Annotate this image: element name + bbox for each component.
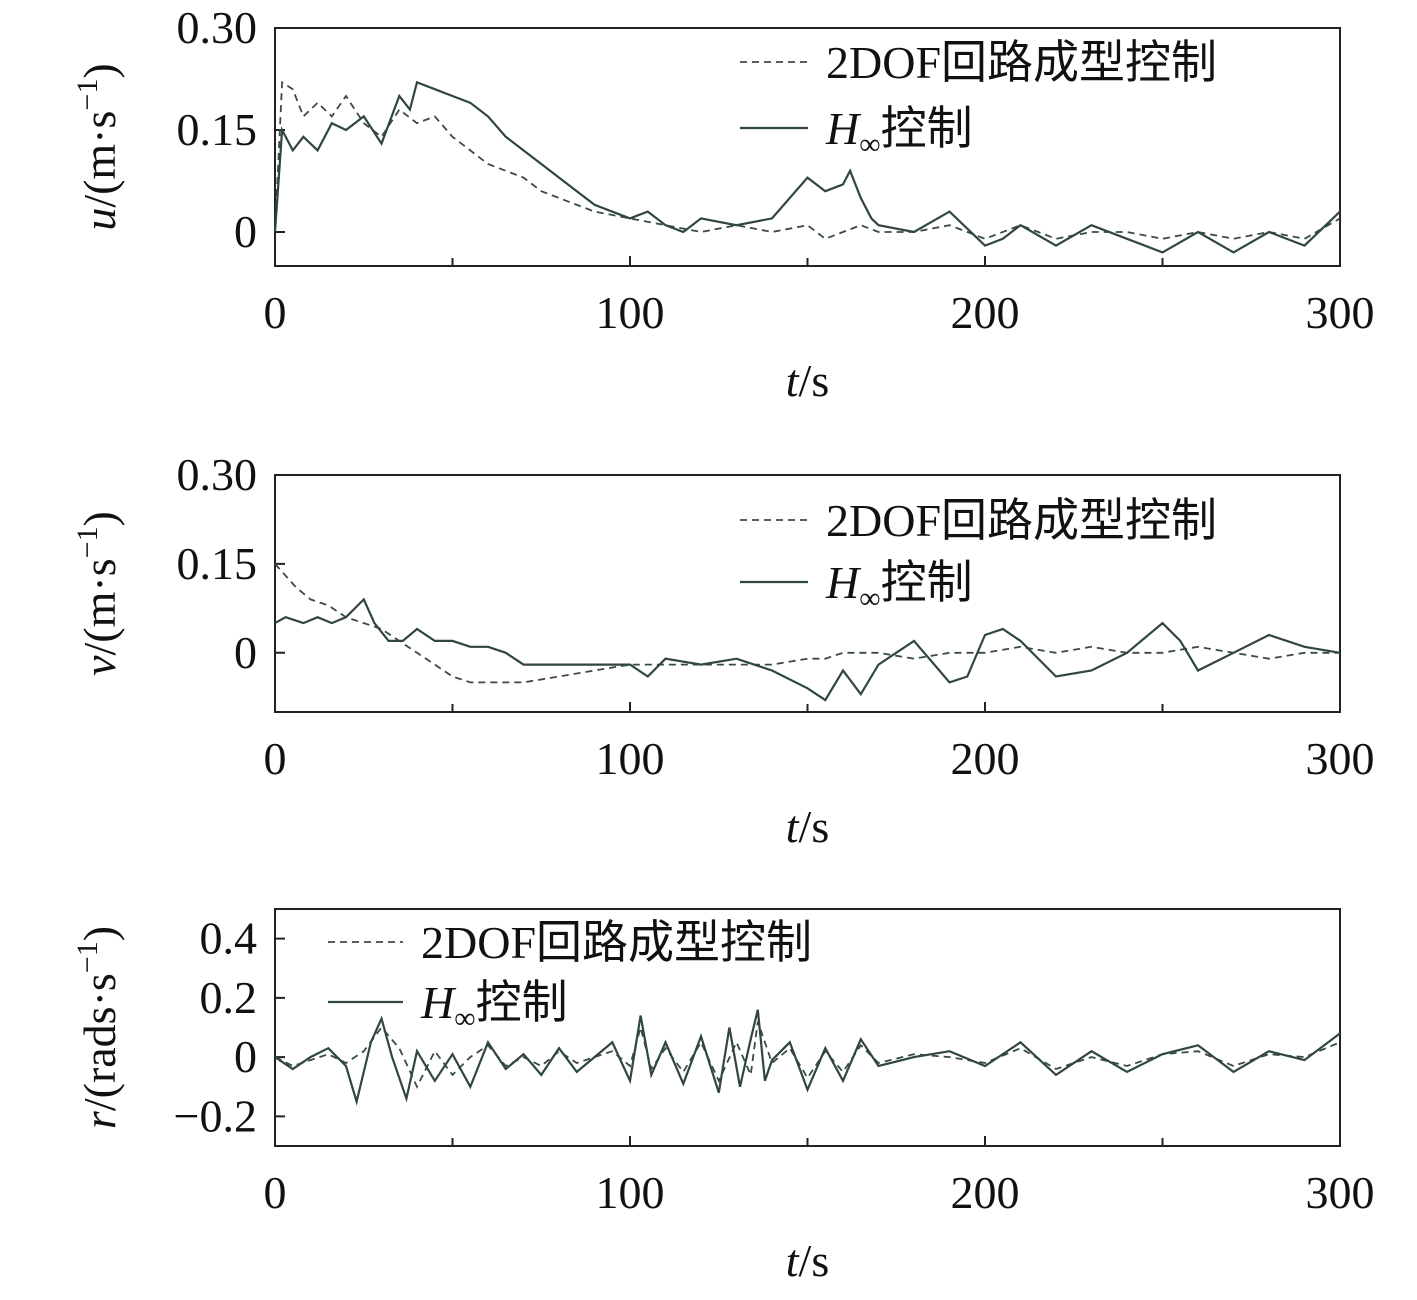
x-tick-label: 0 — [264, 287, 287, 338]
y-tick-label: 0.4 — [200, 913, 258, 964]
y-axis-label-close: ) — [74, 926, 125, 941]
x-axis-label-unit: /s — [799, 801, 830, 852]
x-tick-label: 100 — [596, 287, 665, 338]
legend-label: H∞控制 — [825, 103, 973, 161]
x-axis-label: t/s — [786, 1235, 829, 1286]
legend-label: 2DOF回路成型控制 — [826, 37, 1217, 88]
y-tick-label: 0 — [234, 1031, 257, 1082]
y-axis-label-unit: /(m·s — [74, 111, 125, 208]
x-tick-label: 300 — [1306, 733, 1375, 784]
x-tick-label: 200 — [951, 733, 1020, 784]
x-axis-label-var: t — [786, 1235, 800, 1286]
legend-label-sub: ∞ — [859, 128, 880, 161]
y-axis-label: v/(m·s−1) — [71, 511, 125, 676]
legend-label-h: H — [420, 977, 457, 1028]
y-axis-label-unit: /(rads·s — [74, 973, 125, 1111]
y-axis-label-var: r — [74, 1110, 125, 1129]
x-axis-label-unit: /s — [799, 1235, 830, 1286]
x-tick-label: 300 — [1306, 1167, 1375, 1218]
y-axis-label-var: v — [74, 655, 125, 676]
x-axis-label: t/s — [786, 801, 829, 852]
y-axis-label-exp: −1 — [71, 79, 104, 111]
y-tick-label: 0 — [234, 627, 257, 678]
x-tick-label: 200 — [951, 1167, 1020, 1218]
series-line-hinf — [273, 80, 1341, 254]
legend-label: 2DOF回路成型控制 — [826, 495, 1217, 546]
y-axis-label-close: ) — [74, 63, 125, 78]
legend-label-rest: 控制 — [881, 557, 973, 608]
chart-panel-1: 0 100 200 300 0 0.15 0.30 t/s u/(m·s−1) 2DOF回路成型控… — [71, 2, 1375, 406]
x-axis-label-var: t — [786, 801, 800, 852]
series-line-2dof — [274, 563, 1340, 684]
y-axis-label-exp: −1 — [71, 526, 104, 558]
legend-label-sub: ∞ — [454, 1002, 475, 1035]
series-line-2dof — [274, 1021, 1341, 1089]
y-axis-label-close: ) — [74, 511, 125, 526]
legend-label-sub: ∞ — [859, 582, 880, 615]
x-tick-label: 200 — [951, 287, 1020, 338]
chart-panel-2: 0 100 200 300 0 0.15 0.30 t/s v/(m·s−1) 2DOF回路成型控… — [71, 449, 1375, 852]
legend-label-rest: 控制 — [476, 977, 568, 1028]
series-line-hinf — [274, 1009, 1341, 1106]
x-tick-label: 0 — [264, 733, 287, 784]
series-line-2dof — [274, 80, 1341, 240]
x-tick-label: 100 — [596, 733, 665, 784]
y-tick-label: 0.2 — [200, 972, 258, 1023]
y-axis-label: r/(rads·s−1) — [71, 926, 125, 1129]
x-axis-label-unit: /s — [799, 355, 830, 406]
y-axis-label-unit: /(m·s — [74, 558, 125, 655]
y-tick-label: 0.15 — [177, 538, 258, 589]
y-tick-label: 0 — [234, 206, 257, 257]
legend-label: 2DOF回路成型控制 — [421, 917, 812, 968]
y-tick-label: 0.30 — [177, 449, 258, 500]
x-axis-label: t/s — [786, 355, 829, 406]
y-tick-label: −0.2 — [174, 1090, 257, 1141]
legend-label-h: H — [825, 557, 862, 608]
y-tick-label: 0.30 — [177, 2, 258, 53]
y-axis-label-var: u — [74, 208, 125, 231]
legend-label: H∞控制 — [420, 977, 568, 1035]
y-tick-label: 0.15 — [177, 104, 258, 155]
x-axis-label-var: t — [786, 355, 800, 406]
series-line-hinf — [274, 597, 1341, 702]
x-tick-label: 100 — [596, 1167, 665, 1218]
x-tick-label: 300 — [1306, 287, 1375, 338]
y-axis-label: u/(m·s−1) — [71, 63, 125, 230]
chart-panel-3: 0 100 200 300−0.200.20.4t/sr/(rads·s−1) 2DOF… — [71, 908, 1375, 1286]
y-axis-label-exp: −1 — [71, 941, 104, 973]
x-tick-label: 0 — [264, 1167, 287, 1218]
legend-label-h: H — [825, 103, 862, 154]
legend-label: H∞控制 — [825, 557, 973, 615]
legend-label-rest: 控制 — [881, 103, 973, 154]
